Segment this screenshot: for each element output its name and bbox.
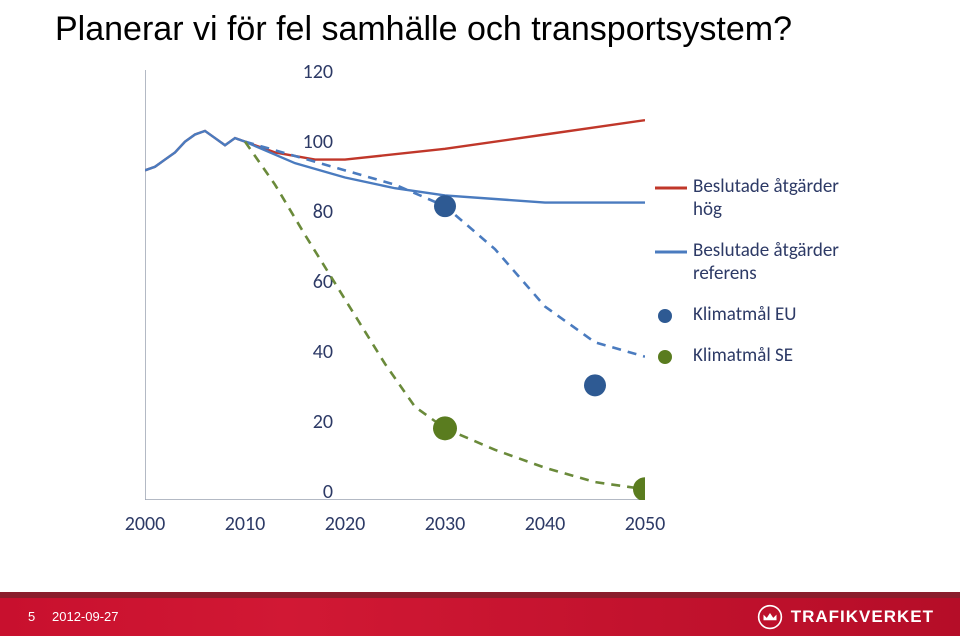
legend: Beslutade åtgärder hög Beslutade åtgärde… [655,175,855,385]
chart: 120 100 80 60 40 20 0 2000 2010 2020 203… [75,60,845,565]
slide: Planerar vi för fel samhälle och transpo… [0,0,960,636]
legend-item: Beslutade åtgärder referens [655,239,855,285]
x-tick-label: 2000 [115,512,175,536]
x-tick-label: 2010 [215,512,275,536]
legend-label: Klimatmål EU [693,303,855,326]
x-tick-label: 2020 [315,512,375,536]
series-beslutade-hog [145,120,645,170]
plot-svg [145,70,645,500]
legend-swatch-dot-blue [655,307,687,325]
crown-icon [757,604,783,630]
x-tick-label: 2030 [415,512,475,536]
series-beslutade-ref [145,131,645,203]
brand-name: TRAFIKVERKET [791,607,934,627]
marker-se-2030 [433,416,457,440]
marker-eu-2030 [434,195,456,217]
legend-swatch-line-red [655,179,687,197]
x-tick-label: 2050 [615,512,675,536]
footer: 5 2012-09-27 TRAFIKVERKET [0,592,960,636]
footer-date: 2012-09-27 [52,609,119,624]
x-tick-label: 2040 [515,512,575,536]
legend-label: Klimatmål SE [693,344,855,367]
plot-area [145,70,645,500]
legend-swatch-line-blue [655,243,687,261]
legend-item: Beslutade åtgärder hög [655,175,855,221]
legend-item: Klimatmål SE [655,344,855,367]
marker-se-2050 [633,477,645,500]
legend-swatch-dot-green [655,348,687,366]
series-klimatmal-eu [245,142,645,357]
page-number: 5 [28,609,35,624]
legend-label: Beslutade åtgärder referens [693,239,855,285]
slide-title: Planerar vi för fel samhälle och transpo… [55,10,792,49]
legend-item: Klimatmål EU [655,303,855,326]
legend-label: Beslutade åtgärder hög [693,175,855,221]
marker-eu-2045 [584,374,606,396]
brand-logo: TRAFIKVERKET [757,604,934,630]
footer-main: 5 2012-09-27 TRAFIKVERKET [0,598,960,636]
